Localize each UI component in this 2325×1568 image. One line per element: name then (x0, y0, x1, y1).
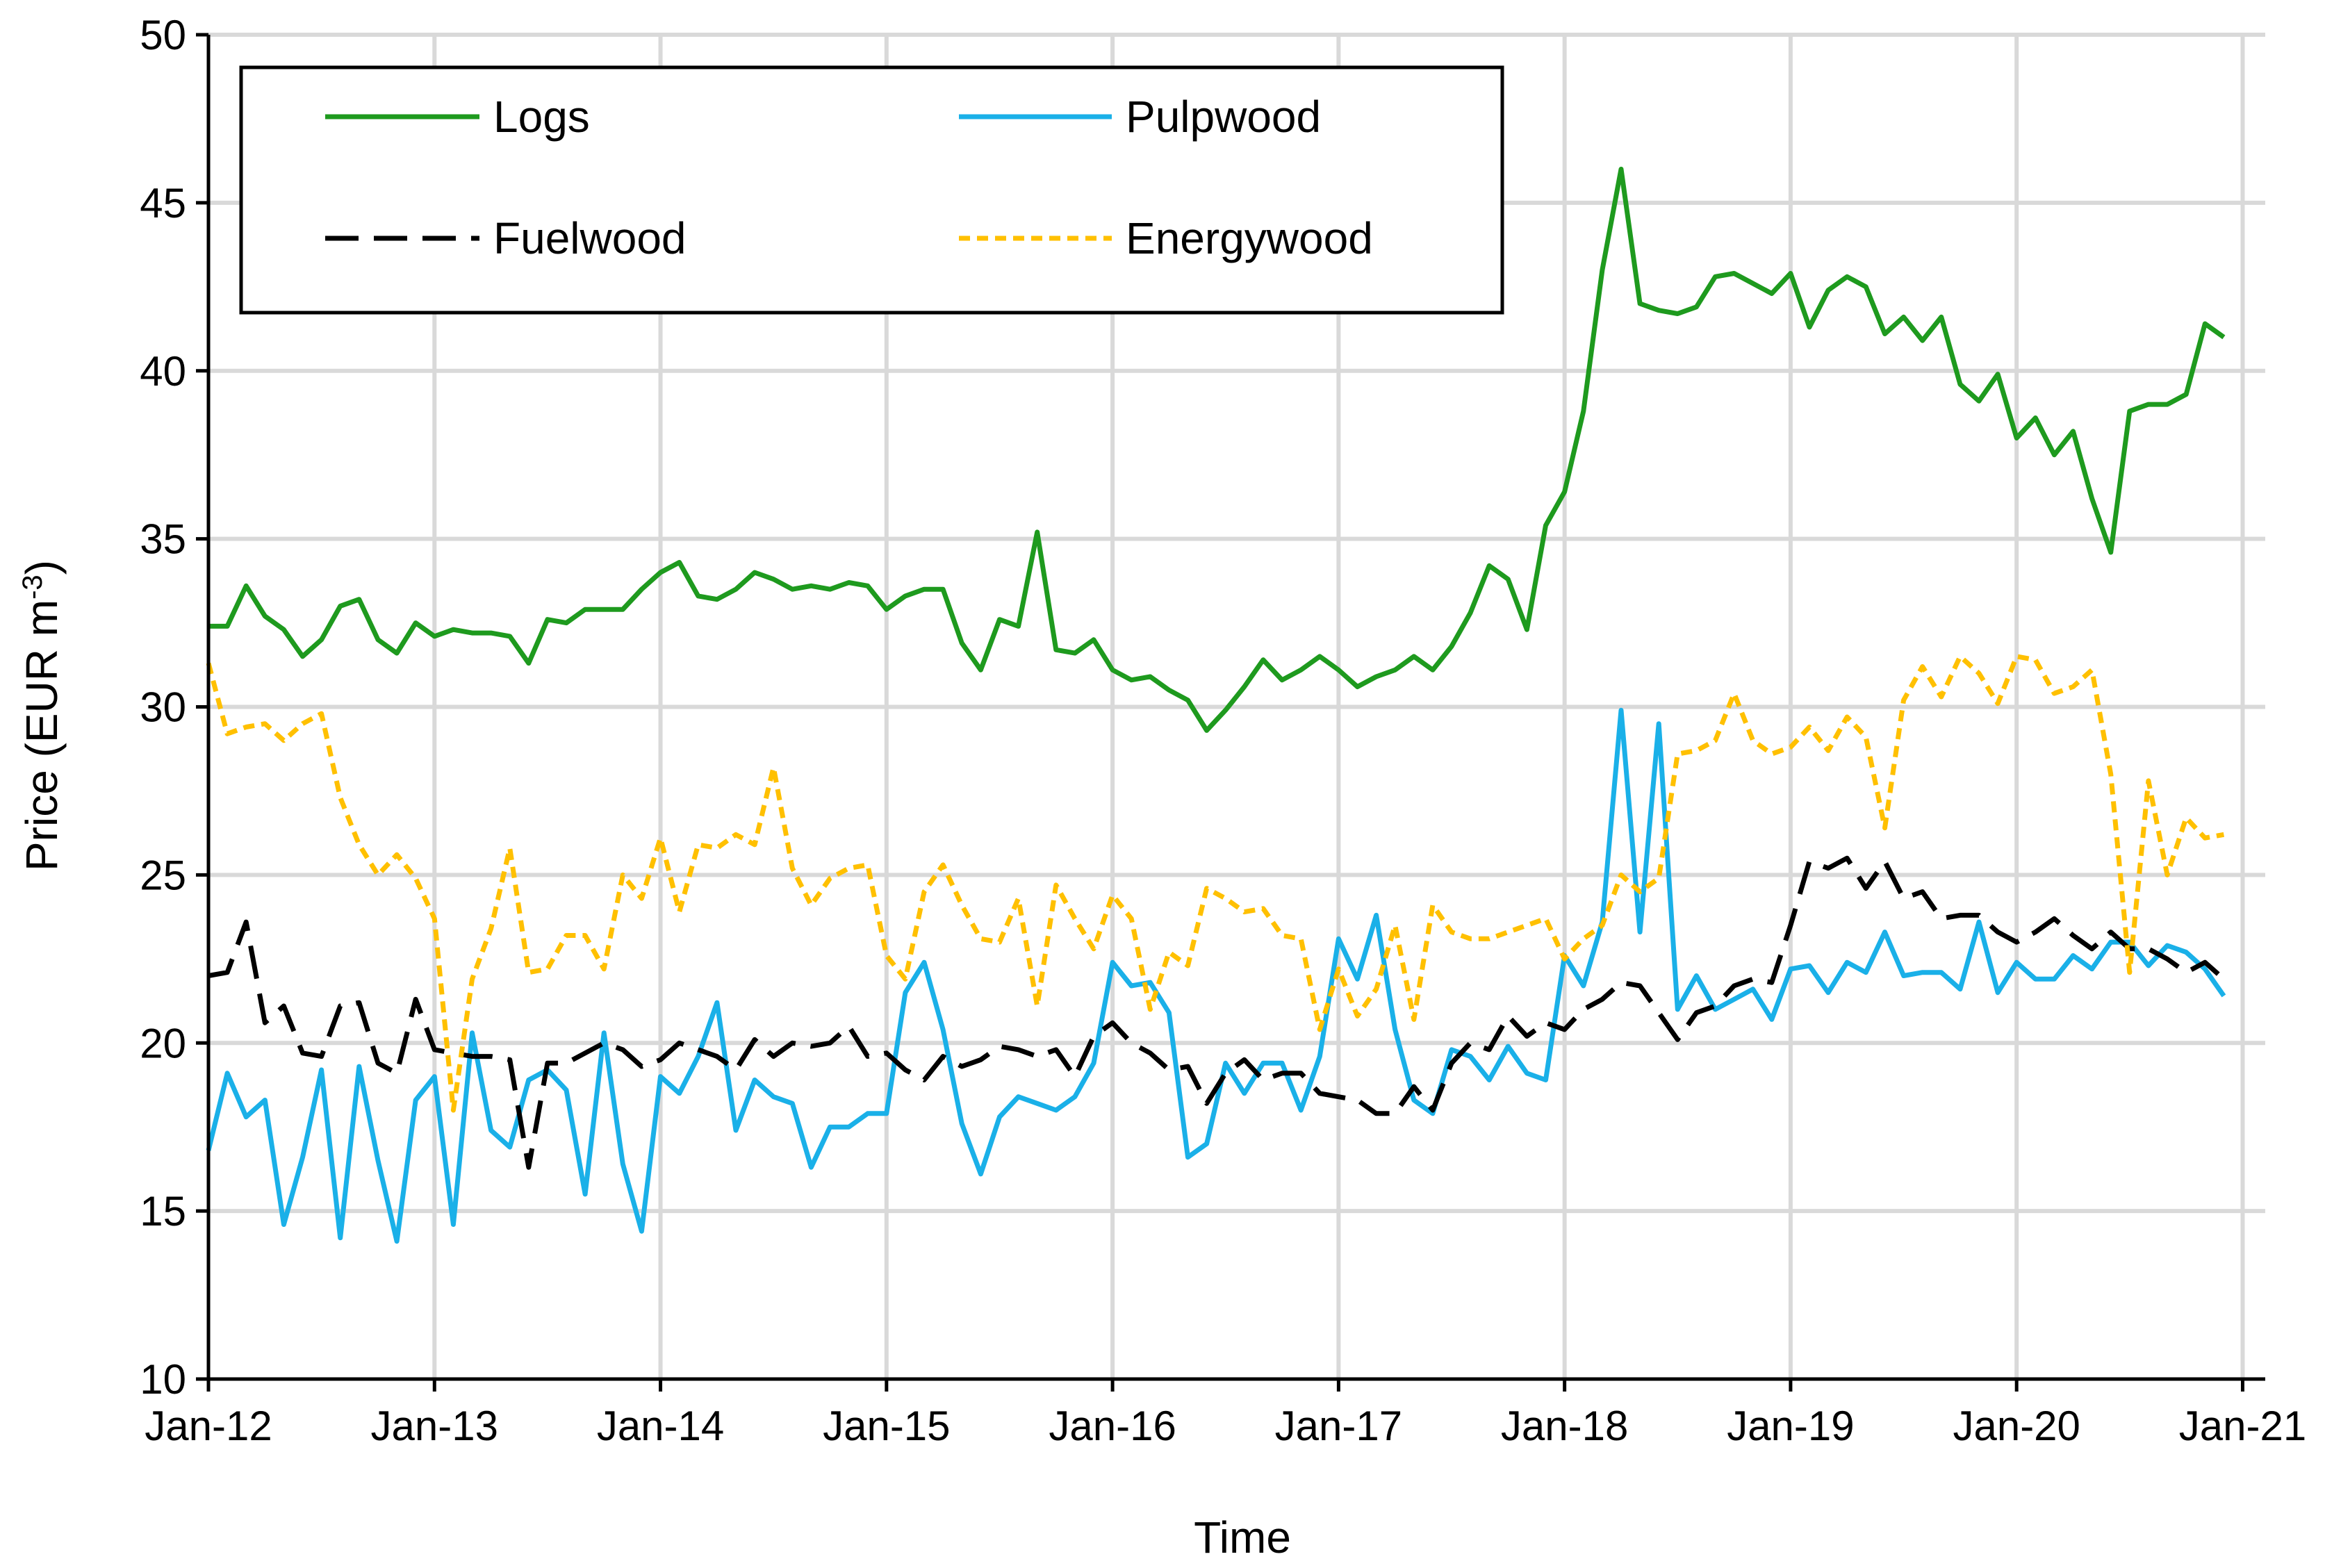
legend-label-logs: Logs (493, 92, 590, 142)
x-tick-label: Jan-17 (1275, 1403, 1402, 1449)
y-tick-labels: 10 15 20 25 30 35 40 45 50 (140, 12, 186, 1403)
x-tick-label: Jan-19 (1727, 1403, 1854, 1449)
y-tick-label: 20 (140, 1020, 186, 1066)
legend-label-energywood: Energywood (1126, 213, 1373, 263)
y-axis-title: Price (EUR m-3) (17, 560, 67, 871)
x-tick-label: Jan-13 (371, 1403, 498, 1449)
series-line-energywood (206, 654, 2225, 1113)
y-tick-label: 15 (140, 1188, 186, 1235)
y-tick-label: 50 (140, 12, 186, 58)
legend-box (239, 65, 1504, 315)
x-tick-label: Jan-18 (1501, 1403, 1628, 1449)
legend-label-pulpwood: Pulpwood (1126, 92, 1321, 142)
series-line-logs (208, 167, 2226, 733)
x-tick-label: Jan-16 (1049, 1403, 1176, 1449)
y-axis-title-suffix: ) (17, 560, 67, 575)
x-tick-label: Jan-20 (1953, 1403, 2080, 1449)
x-tick-labels: Jan-12 Jan-13 Jan-14 Jan-15 Jan-16 Jan-17 Jan-… (145, 1403, 2306, 1449)
y-tick-label: 10 (140, 1356, 186, 1403)
y-tick-label: 25 (140, 852, 186, 898)
x-axis-title: Time (1194, 1512, 1291, 1562)
series-lines (206, 167, 2226, 1244)
x-tick-label: Jan-12 (145, 1403, 272, 1449)
x-tick-label: Jan-14 (597, 1403, 724, 1449)
legend: Logs Pulpwood Fuelwood Energywood (239, 65, 1504, 315)
y-tick-label: 40 (140, 348, 186, 395)
x-tick-label: Jan-15 (823, 1403, 950, 1449)
y-tick-label: 30 (140, 684, 186, 731)
legend-label-fuelwood: Fuelwood (493, 213, 687, 263)
y-axis-title-superscript: -3 (17, 575, 48, 600)
series-line-pulpwood (206, 707, 2226, 1244)
y-tick-label: 45 (140, 180, 186, 226)
axes (196, 33, 2265, 1392)
series-line-fuelwood (208, 855, 2226, 1170)
y-axis-title-main: Price (EUR m (17, 600, 67, 871)
y-tick-label: 35 (140, 516, 186, 563)
x-tick-label: Jan-21 (2179, 1403, 2306, 1449)
